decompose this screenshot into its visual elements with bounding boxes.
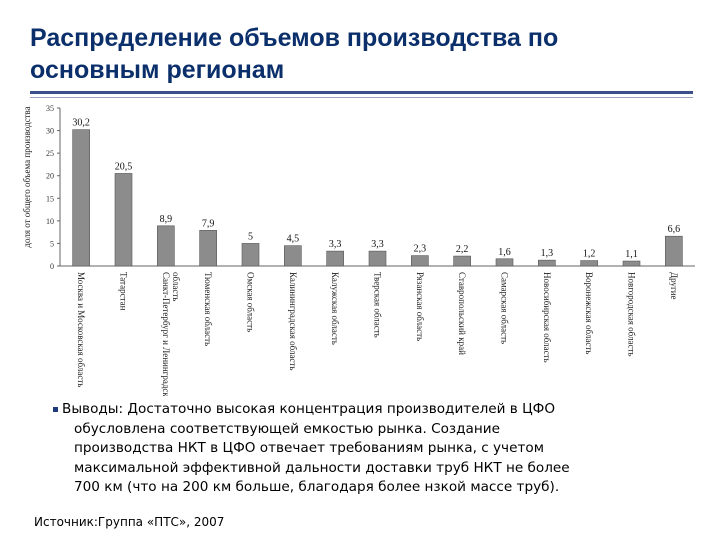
y-tick-label: 15: [46, 194, 54, 203]
bar: [495, 258, 514, 267]
category-label: Воронежская область: [584, 272, 594, 354]
value-label: 7,9: [202, 218, 215, 229]
bar: [241, 243, 260, 267]
bars: [72, 129, 683, 267]
y-tick-label: 5: [50, 239, 54, 248]
bar: [411, 255, 429, 267]
category-label: Новгородская область: [627, 272, 637, 357]
title-divider-thick: [30, 91, 693, 94]
value-label: 5: [248, 231, 253, 242]
conclusion-line-1: Выводы: Достаточно высокая концентрация …: [62, 401, 556, 417]
bar-chart: 0 5 10 15 20 25 30 35 доля от общего объема прои…: [22, 104, 695, 396]
value-label: 2,3: [414, 244, 427, 255]
bullet-icon: [53, 407, 58, 412]
bar: [114, 173, 133, 267]
bar: [326, 250, 344, 267]
category-label: Ставропольский край: [457, 272, 467, 355]
y-tick-label: 0: [50, 262, 54, 271]
category-label: Самарская область: [500, 272, 510, 344]
category-label: Москва и Московская область: [76, 272, 86, 387]
conclusion-line-5: 700 км (что на 200 км больше, благодаря …: [74, 479, 560, 495]
category-label: Другие: [669, 272, 679, 300]
y-tick-label: 20: [46, 172, 54, 181]
conclusion-line-4: максимальной эффективной дальности доста…: [74, 459, 570, 476]
y-axis-label: доля от общего объема производства: [22, 106, 32, 247]
conclusion-line-3: производства НКТ в ЦФО отвечает требован…: [74, 440, 544, 456]
value-label: 1,2: [583, 249, 596, 260]
y-tick-label: 30: [46, 127, 54, 136]
value-label: 3,3: [371, 239, 384, 250]
y-tick-label: 10: [46, 217, 54, 226]
category-label: область: [171, 272, 181, 301]
category-labels: Москва и Московская область Татарстан Санк…: [76, 272, 679, 396]
source-note: Источник:Группа «ПТС», 2007: [34, 515, 225, 529]
title-line-2: основным регионам: [30, 56, 285, 84]
category-label: Омская область: [246, 272, 256, 332]
category-label: Тюменская область: [203, 272, 213, 346]
value-label: 8,9: [160, 214, 173, 225]
bar: [453, 255, 471, 267]
y-tick-label: 35: [46, 104, 54, 113]
bar: [622, 260, 641, 267]
bar: [72, 129, 90, 267]
title-line-1: Распределение объемов производства по: [30, 24, 559, 52]
y-tick-label: 25: [46, 149, 54, 158]
value-label: 4,5: [287, 234, 300, 245]
value-labels: 30,2 20,5 8,9 7,9 5 4,5 3,3 3,3 2,3 2,2 1,6 1,3 1,2 1…: [72, 118, 680, 260]
bar: [284, 245, 302, 267]
value-label: 1,1: [625, 249, 638, 260]
value-label: 1,6: [498, 247, 511, 258]
category-label: Калининградская область: [288, 272, 298, 370]
category-label: Калужская область: [330, 272, 340, 345]
value-label: 2,2: [456, 244, 469, 255]
bar: [199, 230, 217, 267]
bar: [538, 259, 556, 267]
bar: [368, 250, 387, 267]
category-label: Татарстан: [119, 272, 129, 311]
category-label: Рязанская область: [415, 272, 425, 341]
category-label: Тверская область: [373, 272, 383, 338]
value-label: 30,2: [72, 118, 90, 129]
slide-title: Распределение объемов производства по ос…: [30, 22, 690, 86]
value-label: 6,6: [668, 224, 681, 235]
category-label: Новосибирская область: [542, 272, 552, 363]
category-label: Санкт-Петербург и Ленинградская: [161, 272, 171, 396]
title-divider-thin: [30, 97, 693, 98]
value-label: 20,5: [115, 161, 133, 172]
value-label: 3,3: [329, 239, 342, 250]
conclusion-text: Выводы: Достаточно высокая концентрация …: [53, 400, 682, 498]
bar: [157, 225, 175, 267]
value-label: 1,3: [541, 248, 554, 259]
bar: [665, 235, 683, 267]
bar: [580, 260, 598, 267]
conclusion-line-2: обусловлена соответствующей емкостью рын…: [74, 420, 500, 437]
